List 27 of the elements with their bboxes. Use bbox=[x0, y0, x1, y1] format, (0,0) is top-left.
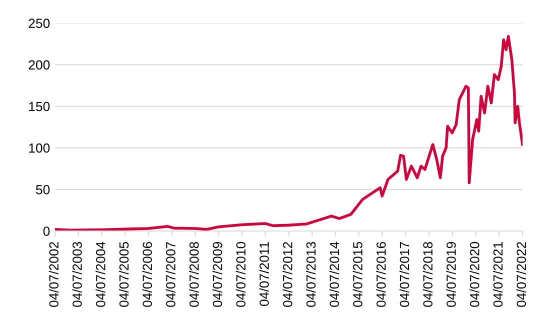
x-tick-label: 04/07/2016 bbox=[376, 242, 386, 307]
x-tick-label: 04/07/2002 bbox=[48, 242, 59, 307]
x-tick-label: 04/07/2012 bbox=[282, 242, 292, 307]
x-tick-label: 04/07/2008 bbox=[189, 242, 199, 307]
x-tick-label: 04/07/2009 bbox=[212, 242, 222, 307]
x-tick-label: 04/07/2019 bbox=[446, 242, 456, 307]
x-tick-label: 04/07/2011 bbox=[259, 242, 269, 306]
x-tick-label: 04/07/2010 bbox=[236, 242, 246, 307]
y-tick-label: 250 bbox=[28, 18, 50, 28]
x-tick-label: 04/07/2021 bbox=[492, 242, 503, 307]
x-tick-label: 04/07/2014 bbox=[329, 242, 340, 307]
y-tick-label: 150 bbox=[29, 102, 50, 112]
x-tick-label: 04/07/2020 bbox=[470, 242, 480, 307]
x-tick-label: 04/07/2005 bbox=[118, 242, 129, 307]
x-tick-label: 04/07/2003 bbox=[72, 242, 82, 307]
x-tick-label: 04/07/2022 bbox=[516, 242, 526, 307]
y-tick-label: 50 bbox=[36, 184, 50, 194]
x-tick-label: 04/07/2018 bbox=[422, 242, 433, 307]
y-tick-label: 200 bbox=[28, 60, 50, 70]
x-tick-label: 04/07/2006 bbox=[142, 242, 152, 307]
x-tick-label: 04/07/2013 bbox=[306, 242, 316, 307]
x-tick-label: 04/07/2007 bbox=[166, 242, 176, 307]
x-tick-label: 04/07/2004 bbox=[96, 242, 106, 307]
x-tick-label: 04/07/2015 bbox=[352, 242, 362, 307]
y-tick-label: 100 bbox=[29, 143, 50, 153]
x-tick-label: 04/07/2017 bbox=[399, 242, 410, 307]
y-tick-label: 0 bbox=[43, 226, 50, 236]
